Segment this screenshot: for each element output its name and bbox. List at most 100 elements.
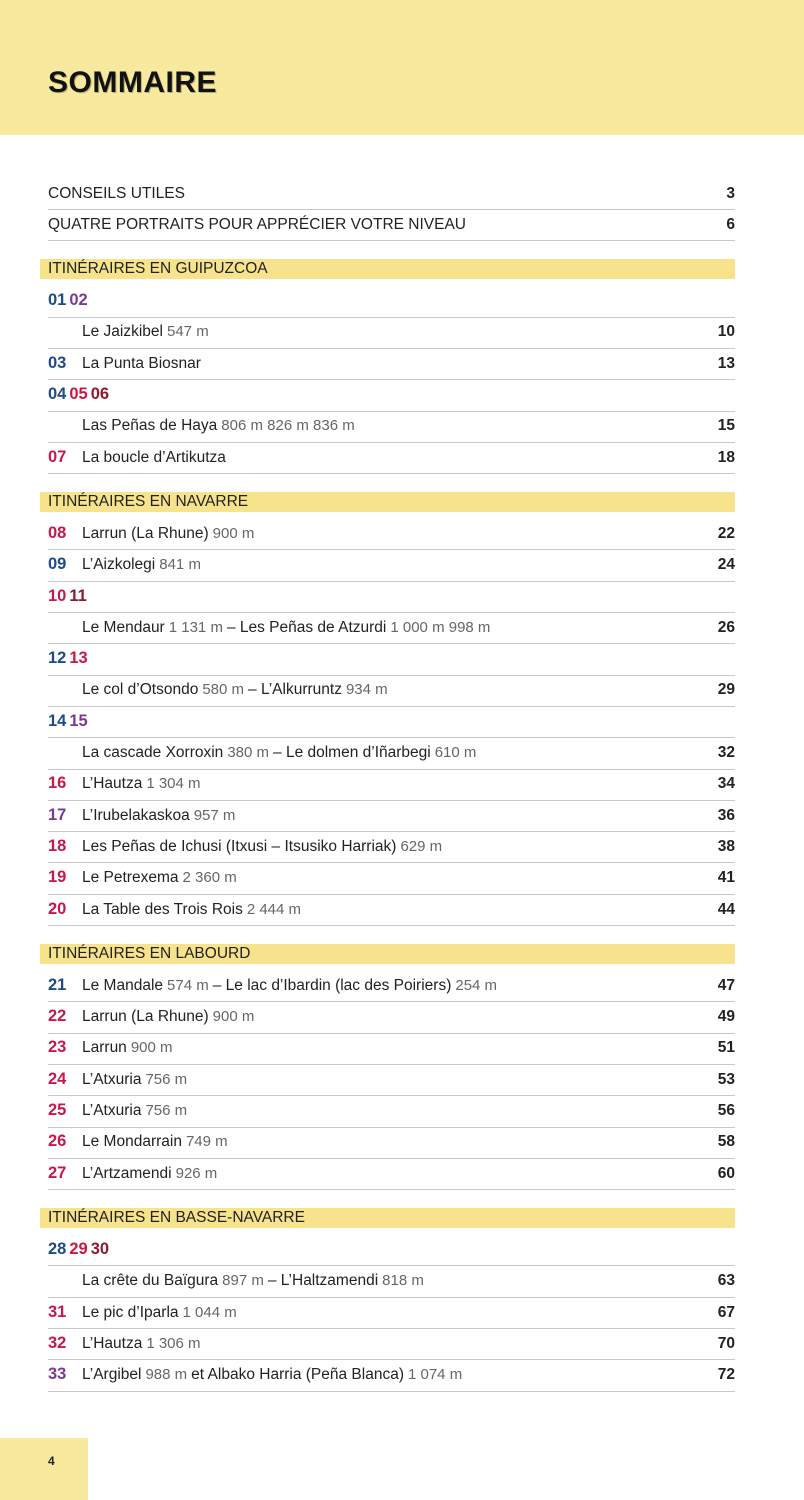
altitude: 806 m 826 m 836 m — [221, 417, 355, 435]
toc-row: CONSEILS UTILES 3 — [48, 178, 735, 209]
separator — [48, 441, 735, 443]
route-number: 30 — [90, 1239, 110, 1258]
entry-text: La Punta Biosnar — [82, 348, 205, 379]
toc-row: Le Mendaur 1 131 m – Les Peñas de Atzurdi 1… — [48, 612, 735, 643]
page-ref: 10 — [717, 323, 735, 341]
separator — [48, 1157, 735, 1159]
separator — [48, 347, 735, 349]
entry-text: La cascade Xorroxin 380 m – Le dolmen d’Iñ… — [82, 737, 480, 768]
separator — [48, 1126, 735, 1128]
route-name: et Albako Harria (Peña Blanca) — [191, 1366, 404, 1384]
page-ref: 18 — [717, 448, 735, 466]
separator — [48, 240, 735, 242]
separator — [48, 316, 735, 318]
toc-row: QUATRE PORTRAITS POUR APPRÉCIER VOTRE NI… — [48, 209, 735, 240]
separator — [48, 831, 735, 833]
separator — [48, 1265, 735, 1267]
separator — [48, 209, 735, 210]
page-ref: 22 — [717, 524, 735, 542]
altitude: 818 m — [382, 1272, 424, 1290]
entry-text: Le Jaizkibel 547 m — [82, 316, 213, 347]
separator — [48, 1296, 735, 1298]
page-ref: 56 — [717, 1102, 735, 1119]
page-ref: 51 — [717, 1039, 735, 1057]
route-number: 12 — [48, 649, 67, 668]
route-number: 28 — [48, 1239, 67, 1258]
route-name: L’Atxuria — [82, 1070, 142, 1088]
route-name: La boucle d’Artikutza — [82, 448, 226, 466]
toc-row: 07 La boucle d’Artikutza 18 — [48, 442, 735, 473]
route-number: 03 — [48, 353, 67, 372]
entry-text: Le Petrexema 2 360 m — [82, 862, 241, 893]
toc-row: 32 L’Hautza 1 306 m 70 — [48, 1328, 735, 1359]
toc-row: 09 L’Aizkolegi 841 m 24 — [48, 549, 735, 580]
entry-text: Le Mendaur 1 131 m – Les Peñas de Atzurdi 1… — [82, 612, 494, 643]
separator — [48, 1032, 735, 1034]
toc-row: 14 15 — [48, 706, 735, 737]
toc-row: 24 L’Atxuria 756 m 53 — [48, 1064, 735, 1095]
page-ref: 24 — [717, 556, 735, 574]
altitude: 1 304 m — [146, 775, 201, 793]
altitude: 610 m — [434, 744, 477, 761]
altitude: 841 m — [159, 556, 201, 574]
page-ref: 15 — [717, 417, 735, 435]
separator — [48, 1328, 735, 1329]
entry-text: L’Atxuria 756 m — [82, 1095, 191, 1126]
toc-row: Las Peñas de Haya 806 m 826 m 836 m 15 — [48, 410, 735, 441]
separator — [48, 768, 735, 770]
section-heading: ITINÉRAIRES EN NAVARRE — [40, 492, 735, 513]
separator — [48, 612, 735, 613]
separator — [48, 549, 735, 551]
altitude: 2 360 m — [182, 869, 237, 887]
separator — [48, 1390, 735, 1392]
toc-row: 16 L’Hautza 1 304 m 34 — [48, 768, 735, 799]
route-number: 24 — [48, 1069, 67, 1088]
route-number: 14 — [48, 711, 67, 730]
toc-row: 03 La Punta Biosnar 13 — [48, 348, 735, 379]
page-ref: 3 — [726, 184, 735, 202]
route-name: – Les Peñas de Atzurdi — [226, 618, 387, 636]
route-name: Le Mandale — [82, 976, 164, 994]
route-name: L’Artzamendi — [82, 1164, 172, 1182]
route-number: 02 — [69, 291, 88, 310]
entry-text: L’Argibel 988 m et Albako Harria (Peña Bla… — [82, 1359, 466, 1390]
route-name: – L’Haltzamendi — [267, 1272, 379, 1290]
route-name: La Punta Biosnar — [82, 354, 201, 372]
separator — [48, 674, 735, 676]
toc-row: La crête du Baïgura 897 m – L’Haltzamendi 8… — [48, 1265, 735, 1296]
route-number: 29 — [69, 1239, 88, 1258]
page-ref: 53 — [717, 1070, 735, 1088]
separator — [48, 799, 735, 801]
route-number: 23 — [48, 1038, 67, 1057]
route-name: Larrun (La Rhune) — [82, 1008, 209, 1026]
entry-label: CONSEILS UTILES — [48, 184, 185, 202]
route-number: 06 — [90, 385, 110, 403]
entry-text: Las Peñas de Haya 806 m 826 m 836 m — [82, 410, 359, 441]
altitude: 1 074 m — [407, 1366, 463, 1384]
altitude: 1 000 m 998 m — [390, 618, 491, 636]
route-name: Le Mondarrain — [82, 1133, 182, 1151]
entry-text: L’Aizkolegi 841 m — [82, 549, 205, 580]
toc-row: 28 29 30 — [48, 1234, 735, 1265]
toc-row: 08 Larrun (La Rhune) 900 m 22 — [48, 518, 735, 549]
route-name: Le Petrexema — [82, 869, 179, 887]
page-ref: 6 — [726, 215, 735, 233]
route-number: 16 — [48, 774, 67, 793]
entry-text: L’Hautza 1 306 m — [82, 1328, 205, 1359]
route-name: Larrun (La Rhune) — [82, 524, 209, 542]
toc-row: 04 05 06 — [48, 379, 735, 410]
page-ref: 26 — [717, 618, 735, 636]
entry-text: Larrun (La Rhune) 900 m — [82, 1001, 258, 1032]
separator — [48, 473, 735, 475]
route-number: 33 — [48, 1365, 67, 1384]
toc-row: 33 L’Argibel 988 m et Albako Harria (Peña B… — [48, 1359, 735, 1390]
title: SOMMAIRE — [48, 66, 217, 99]
altitude: 380 m — [227, 744, 270, 761]
altitude: 1 306 m — [146, 1334, 201, 1352]
page-ref: 70 — [717, 1334, 735, 1352]
separator — [48, 1001, 735, 1003]
toc-row: 19 Le Petrexema 2 360 m 41 — [48, 862, 735, 893]
altitude: 1 044 m — [182, 1303, 237, 1321]
route-name: – Le lac d’Ibardin (lac des Poiriers) — [212, 976, 452, 994]
entry-text: La Table des Trois Rois 2 444 m — [82, 894, 305, 925]
